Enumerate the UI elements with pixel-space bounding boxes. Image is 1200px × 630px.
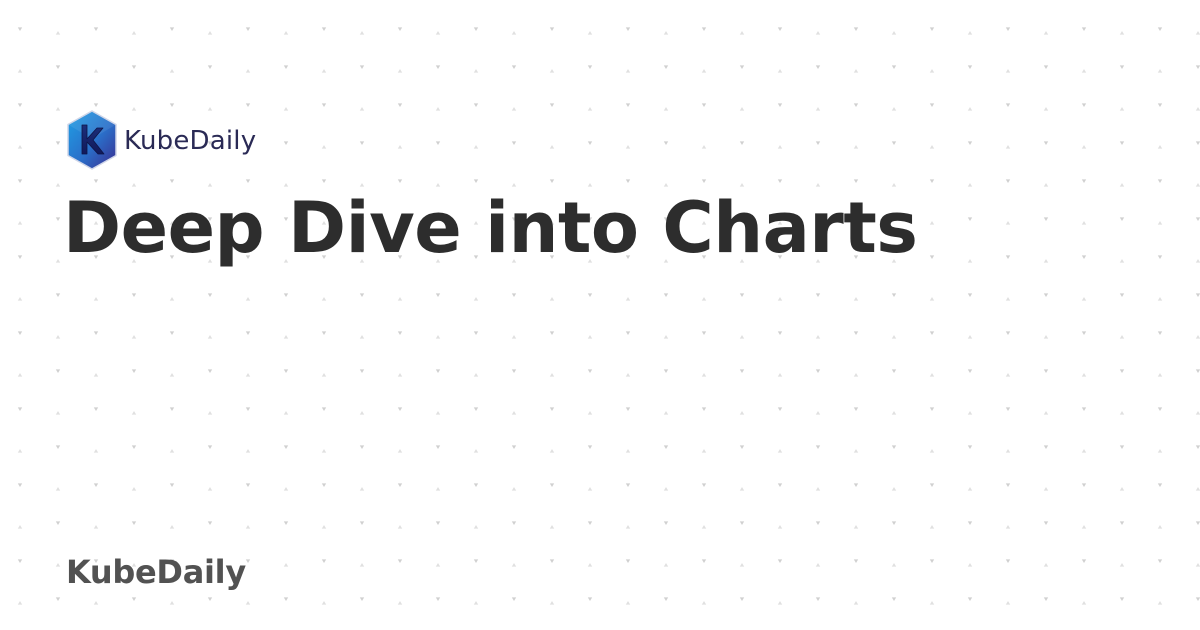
brand-logo: KubeDaily: [64, 108, 256, 172]
footer-brand: KubeDaily: [66, 553, 246, 591]
logo-wordmark: KubeDaily: [124, 126, 257, 156]
page-title: Deep Dive into Charts: [63, 187, 918, 269]
kubedaily-k-hexagon-icon: [67, 110, 117, 170]
